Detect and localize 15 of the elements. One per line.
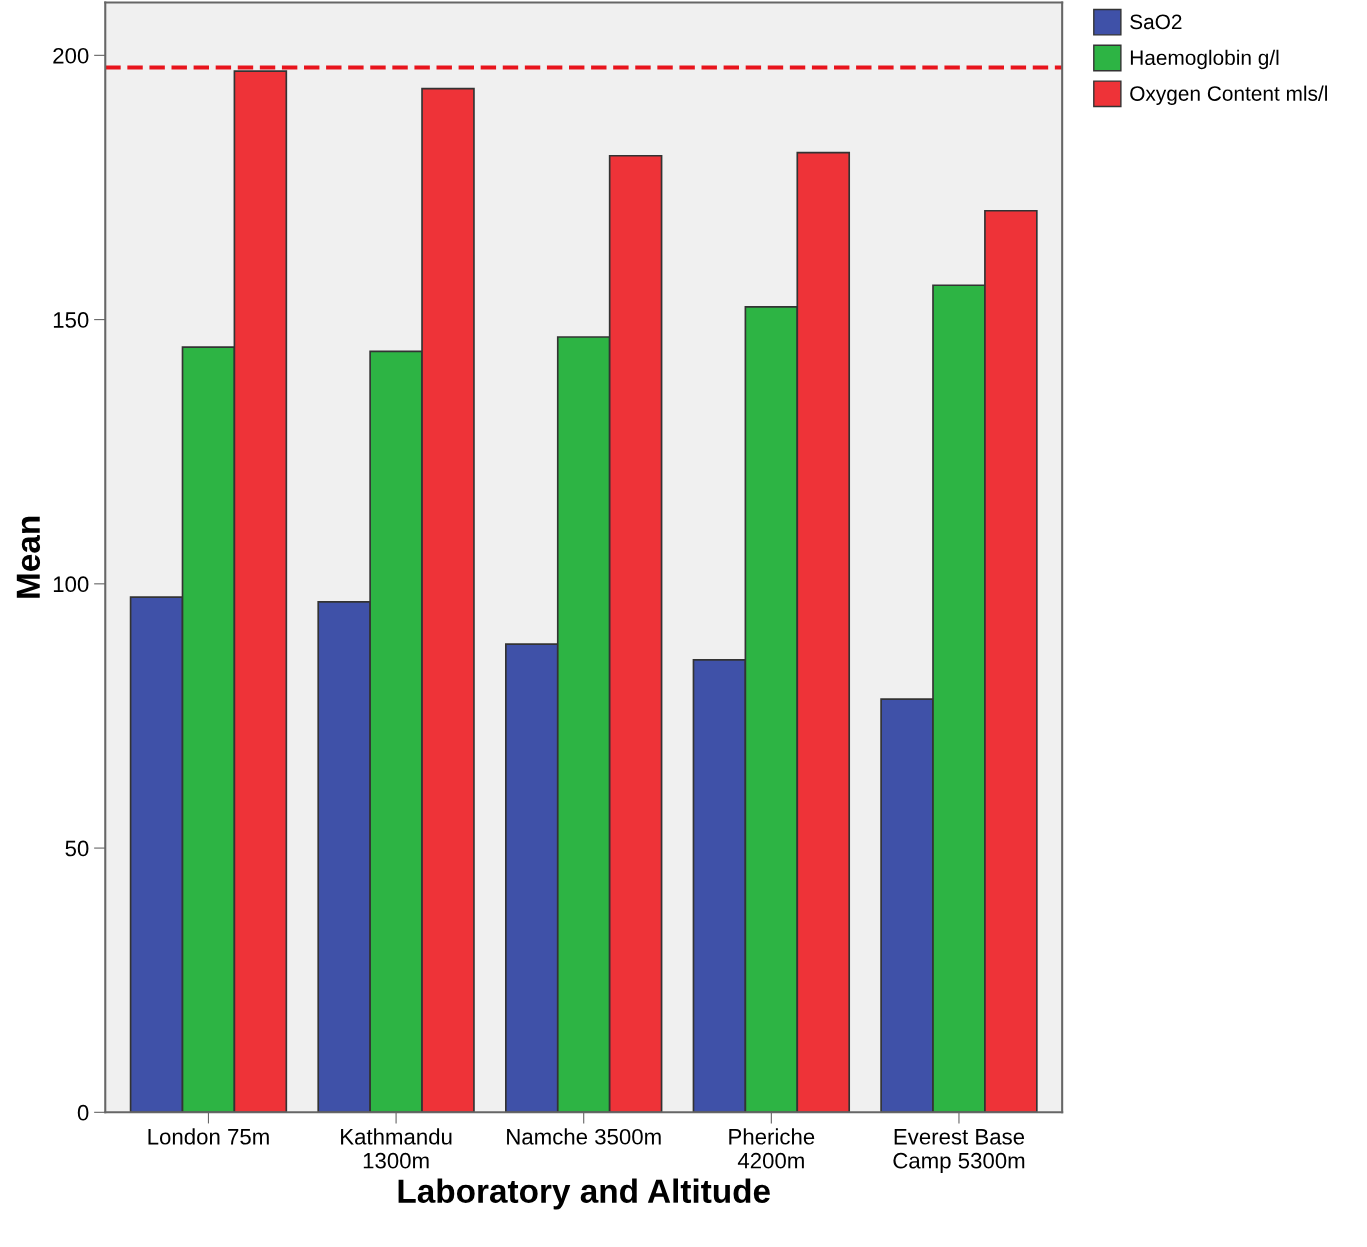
legend-label: SaO2 bbox=[1130, 14, 1182, 30]
y-tick-label: 100 bbox=[53, 576, 89, 593]
legend-label: Haemoglobin g/l bbox=[1130, 49, 1279, 70]
x-tick-label: Kathmandu 1300m bbox=[341, 1128, 452, 1169]
x-tick-label: Pheriche 4200m bbox=[729, 1128, 815, 1169]
y-tick-label: 150 bbox=[53, 312, 89, 328]
y-tick-label: 50 bbox=[65, 840, 89, 857]
x-axis-title: Laboratory and Altitude bbox=[398, 1178, 770, 1210]
y-tick-label: 200 bbox=[53, 47, 89, 64]
x-tick-label: Everest Base Camp 5300m bbox=[893, 1129, 1025, 1173]
y-axis-title: Mean bbox=[16, 516, 41, 598]
x-tick-label: Namche 3500m bbox=[507, 1128, 661, 1145]
y-tick-label: 0 bbox=[77, 1104, 89, 1121]
legend-label: Oxygen Content mls/l bbox=[1130, 85, 1327, 106]
x-tick-label: London 75m bbox=[148, 1128, 269, 1145]
